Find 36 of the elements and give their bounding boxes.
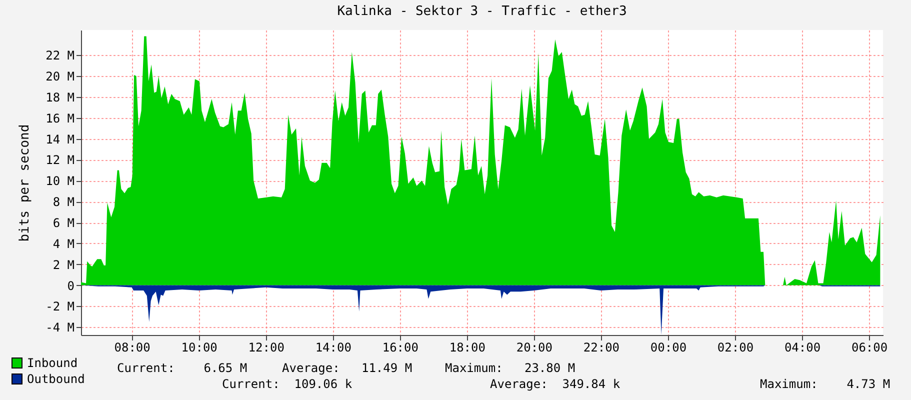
y-tick-label: 0 bbox=[67, 278, 74, 293]
x-tick-label: 18:00 bbox=[449, 340, 486, 354]
x-tick-label: 10:00 bbox=[181, 340, 218, 354]
text: Maximum: 4.73 M bbox=[760, 377, 890, 391]
y-tick-label: 6 M bbox=[52, 216, 74, 230]
text: Current: 109.06 k bbox=[222, 377, 352, 391]
text: Maximum: 23.80 M bbox=[445, 361, 576, 375]
y-tick-label: 12 M bbox=[46, 153, 74, 168]
y-tick-label: 8 M bbox=[52, 195, 74, 210]
legend-label: Outbound bbox=[27, 372, 85, 386]
x-tick-label: 00:00 bbox=[650, 340, 687, 354]
y-tick-label: 10 M bbox=[46, 174, 74, 188]
x-tick-label: 22:00 bbox=[583, 340, 620, 354]
y-tick-label: 4 M bbox=[52, 236, 74, 251]
y-axis-title: bits per second bbox=[18, 124, 33, 242]
x-tick-label: 14:00 bbox=[315, 340, 352, 354]
x-tick-label: 20:00 bbox=[516, 340, 553, 354]
x-tick-label: 08:00 bbox=[114, 340, 150, 354]
x-tick-label: 04:00 bbox=[784, 340, 821, 354]
y-tick-label: 2 M bbox=[52, 258, 74, 272]
y-tick-label: -4 M bbox=[46, 320, 74, 335]
y-tick-label: 22 M bbox=[46, 48, 74, 63]
legend-label: Inbound bbox=[27, 356, 78, 370]
y-tick-label: 20 M bbox=[46, 70, 74, 84]
x-tick-label: 12:00 bbox=[248, 340, 284, 354]
y-tick-label: -2 M bbox=[46, 300, 74, 314]
x-tick-label: 16:00 bbox=[382, 340, 418, 354]
x-tick-label: 06:00 bbox=[851, 340, 888, 354]
text: Average: 349.84 k bbox=[490, 377, 620, 391]
x-tick-label: 02:00 bbox=[717, 340, 754, 354]
y-tick-label: 18 M bbox=[46, 90, 74, 104]
text: Average: 11.49 M bbox=[282, 361, 412, 375]
chart-title: Kalinka - Sektor 3 - Traffic - ether3 bbox=[337, 4, 627, 19]
y-tick-label: 14 M bbox=[46, 132, 74, 146]
y-tick-label: 16 M bbox=[46, 111, 74, 126]
text: Current: 6.65 M bbox=[117, 361, 248, 375]
